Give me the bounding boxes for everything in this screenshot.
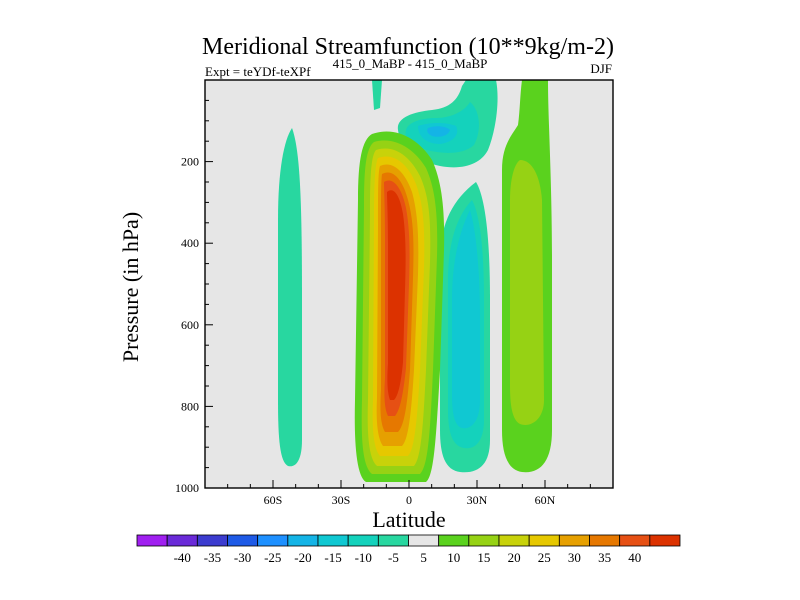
x-axis-label: Latitude xyxy=(372,507,445,532)
y-tick-label: 800 xyxy=(181,399,199,413)
y-tick-label: 1000 xyxy=(175,481,199,495)
colorbar-swatch xyxy=(377,534,409,547)
colorbar-label: 25 xyxy=(538,550,551,565)
colorbar: -40 -35 -30 -25 -20 -15 -10 -5 5 10 15 20 25 30 35 40 xyxy=(136,534,681,565)
contour-field xyxy=(278,80,552,483)
colorbar-label: -5 xyxy=(388,550,399,565)
x-tick-label: 60N xyxy=(535,493,556,507)
colorbar-label: -15 xyxy=(324,550,341,565)
colorbar-swatch xyxy=(468,534,500,547)
upper-cell-peak xyxy=(427,126,450,137)
colorbar-swatch xyxy=(227,534,259,547)
y-tick-label: 600 xyxy=(181,318,199,332)
colorbar-swatch xyxy=(408,534,440,547)
colorbar-label: 35 xyxy=(598,550,611,565)
colorbar-label: -30 xyxy=(234,550,251,565)
y-tick-label: 200 xyxy=(181,155,199,169)
colorbar-label: 10 xyxy=(447,550,460,565)
colorbar-swatch xyxy=(257,534,289,547)
northern-high-lat-core xyxy=(510,160,544,425)
colorbar-swatch xyxy=(438,534,470,547)
colorbar-swatch xyxy=(317,534,349,547)
colorbar-label: 15 xyxy=(477,550,490,565)
x-tick-label: 60S xyxy=(264,493,283,507)
colorbar-swatch xyxy=(619,534,651,547)
y-axis-label: Pressure (in hPa) xyxy=(118,212,143,362)
colorbar-label: -10 xyxy=(355,550,372,565)
colorbar-label: 30 xyxy=(568,550,581,565)
colorbar-swatch xyxy=(649,534,681,547)
colorbar-label: -40 xyxy=(174,550,191,565)
tropical-cell-45 xyxy=(387,190,406,400)
subtitle-right: DJF xyxy=(590,61,612,76)
colorbar-swatch xyxy=(136,534,168,547)
colorbar-label: 40 xyxy=(628,550,641,565)
x-tick-label: 30S xyxy=(332,493,351,507)
southern-high-lat-cell xyxy=(278,128,302,467)
colorbar-swatch xyxy=(166,534,198,547)
y-axis: 200 400 600 800 1000 xyxy=(175,99,213,495)
colorbar-swatch xyxy=(498,534,530,547)
upper-cell-stem xyxy=(372,80,382,110)
x-tick-label: 30N xyxy=(467,493,488,507)
colorbar-label: -35 xyxy=(204,550,221,565)
y-tick-label: 400 xyxy=(181,236,199,250)
colorbar-label: -20 xyxy=(294,550,311,565)
northern-ferrel-core xyxy=(452,210,480,429)
subtitle-center: 415_0_MaBP - 415_0_MaBP xyxy=(333,56,488,71)
x-axis: 60S 30S 0 30N 60N xyxy=(227,480,591,507)
x-tick-label: 0 xyxy=(406,493,412,507)
colorbar-swatch xyxy=(287,534,319,547)
colorbar-label: 20 xyxy=(508,550,521,565)
colorbar-swatch xyxy=(589,534,621,547)
colorbar-swatch xyxy=(528,534,560,547)
colorbar-swatch xyxy=(558,534,590,547)
colorbar-swatch xyxy=(347,534,379,547)
colorbar-label: -25 xyxy=(264,550,281,565)
chart-title: Meridional Streamfunction (10**9kg/m-2) xyxy=(202,34,614,60)
subtitle-left: Expt = teYDf-teXPf xyxy=(205,64,311,79)
colorbar-swatch xyxy=(196,534,228,547)
colorbar-label: 5 xyxy=(420,550,427,565)
